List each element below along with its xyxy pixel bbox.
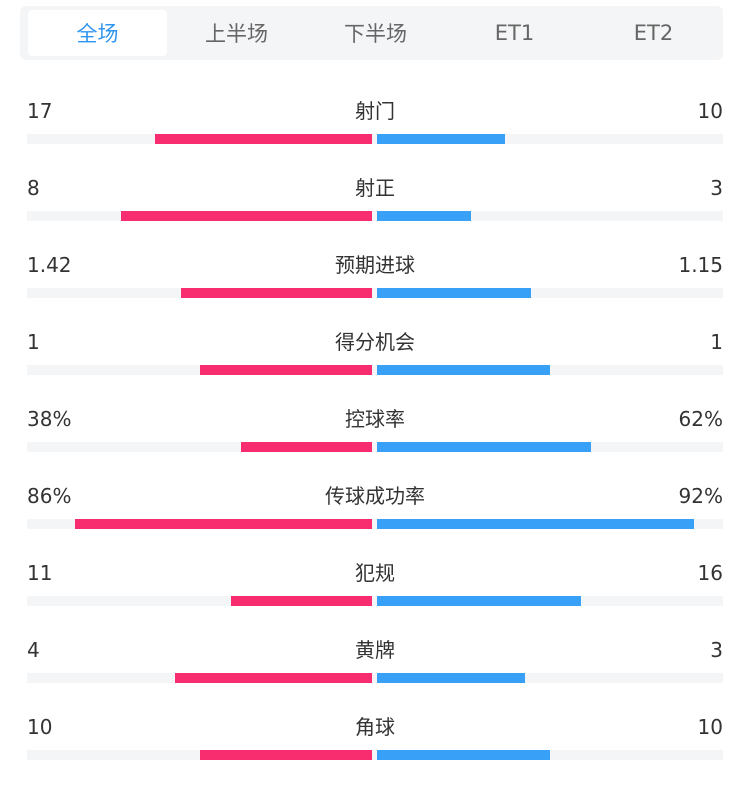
stat-label: 黄牌 bbox=[355, 638, 395, 662]
bar-track bbox=[27, 288, 723, 298]
tab-0[interactable]: 全场 bbox=[28, 10, 167, 56]
away-bar bbox=[377, 750, 550, 760]
stat-label: 控球率 bbox=[345, 407, 405, 431]
bar-track bbox=[27, 211, 723, 221]
home-bar bbox=[199, 750, 372, 760]
home-bar bbox=[154, 134, 372, 144]
stat-row: 8 射正 3 bbox=[0, 175, 750, 252]
stat-row: 86% 传球成功率 92% bbox=[0, 483, 750, 560]
home-value: 17 bbox=[27, 99, 53, 123]
home-bar bbox=[174, 673, 372, 683]
tab-1[interactable]: 上半场 bbox=[205, 22, 268, 46]
home-bar bbox=[231, 596, 372, 606]
home-value: 10 bbox=[27, 715, 53, 739]
away-value: 1.15 bbox=[678, 253, 723, 277]
home-bar bbox=[121, 211, 372, 221]
home-value: 1.42 bbox=[27, 253, 72, 277]
stat-row: 17 射门 10 bbox=[0, 98, 750, 175]
period-tabs: 全场 上半场 下半场 ET1 ET2 bbox=[20, 6, 723, 60]
away-value: 92% bbox=[678, 484, 723, 508]
bar-track bbox=[27, 519, 723, 529]
away-bar bbox=[377, 519, 695, 529]
home-value: 38% bbox=[27, 407, 72, 431]
bar-track bbox=[27, 596, 723, 606]
stat-label: 预期进球 bbox=[335, 253, 415, 277]
tab-3[interactable]: ET1 bbox=[494, 21, 535, 45]
stat-label: 射门 bbox=[355, 99, 395, 123]
stat-label: 角球 bbox=[355, 715, 395, 739]
stat-row: 10 角球 10 bbox=[0, 714, 750, 791]
stat-label: 犯规 bbox=[355, 561, 395, 585]
away-value: 62% bbox=[678, 407, 723, 431]
home-bar bbox=[181, 288, 372, 298]
away-bar bbox=[377, 134, 505, 144]
bar-track bbox=[27, 673, 723, 683]
tab-2[interactable]: 下半场 bbox=[344, 22, 407, 46]
home-value: 11 bbox=[27, 561, 53, 585]
away-bar bbox=[377, 673, 525, 683]
stat-row: 4 黄牌 3 bbox=[0, 637, 750, 714]
away-bar bbox=[377, 442, 591, 452]
home-bar bbox=[240, 442, 372, 452]
stat-row: 1.42 预期进球 1.15 bbox=[0, 252, 750, 329]
bar-track bbox=[27, 750, 723, 760]
bar-track bbox=[27, 442, 723, 452]
stat-row: 38% 控球率 62% bbox=[0, 406, 750, 483]
tab-4[interactable]: ET2 bbox=[633, 21, 674, 45]
away-bar bbox=[377, 211, 472, 221]
home-value: 1 bbox=[27, 330, 40, 354]
home-value: 86% bbox=[27, 484, 72, 508]
bar-track bbox=[27, 365, 723, 375]
away-value: 3 bbox=[710, 176, 723, 200]
home-value: 4 bbox=[27, 638, 40, 662]
home-value: 8 bbox=[27, 176, 40, 200]
away-value: 1 bbox=[710, 330, 723, 354]
away-bar bbox=[377, 596, 582, 606]
away-bar bbox=[377, 365, 550, 375]
stat-row: 1 得分机会 1 bbox=[0, 329, 750, 406]
away-value: 16 bbox=[697, 561, 723, 585]
away-value: 10 bbox=[697, 99, 723, 123]
away-bar bbox=[377, 288, 532, 298]
home-bar bbox=[75, 519, 372, 529]
away-value: 10 bbox=[697, 715, 723, 739]
stat-label: 传球成功率 bbox=[325, 484, 425, 508]
stat-label: 得分机会 bbox=[335, 330, 415, 354]
home-bar bbox=[199, 365, 372, 375]
away-value: 3 bbox=[710, 638, 723, 662]
stat-label: 射正 bbox=[355, 176, 395, 200]
stat-row: 11 犯规 16 bbox=[0, 560, 750, 637]
bar-track bbox=[27, 134, 723, 144]
